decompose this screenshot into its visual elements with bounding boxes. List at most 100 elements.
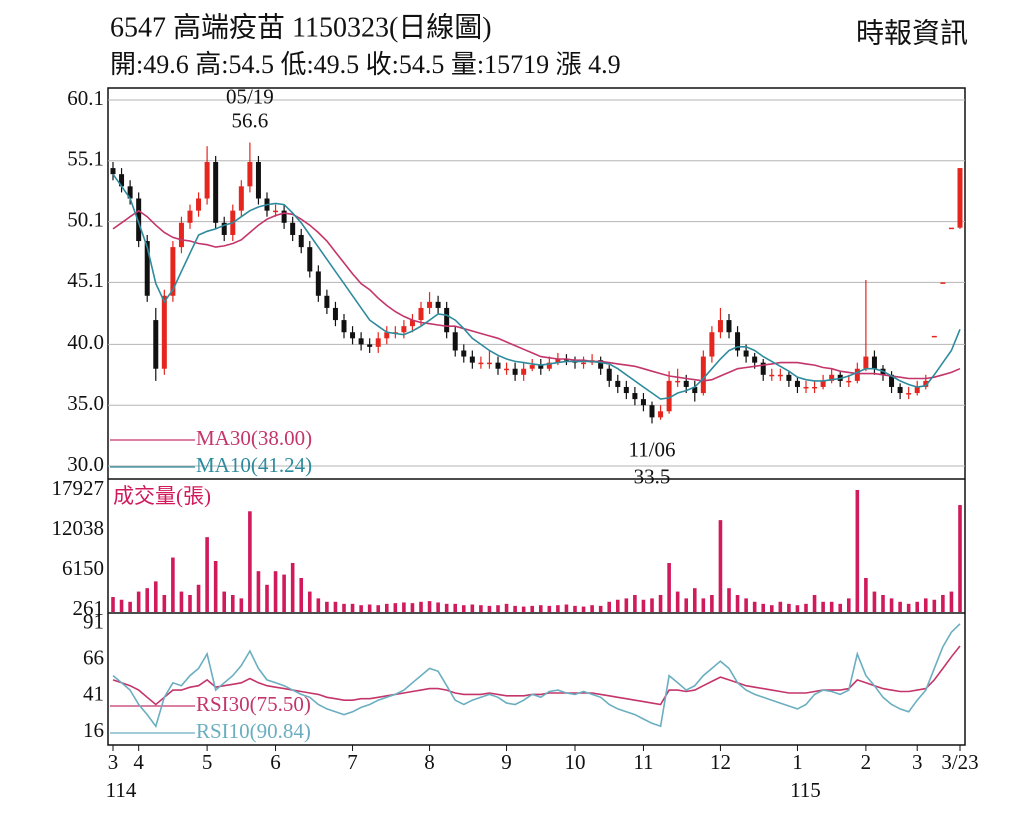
bar <box>941 594 945 612</box>
x-tick-label: 12 <box>710 750 731 774</box>
bar <box>573 605 577 612</box>
candle-body <box>332 307 338 321</box>
candle-body <box>358 338 364 345</box>
y-tick-label: 55.1 <box>67 147 104 171</box>
bar <box>119 599 124 612</box>
y-tick-label: 50.1 <box>67 207 104 231</box>
candle-body <box>221 222 227 235</box>
candle-body <box>632 393 638 400</box>
candle-body <box>581 362 587 365</box>
candle-body <box>401 326 407 333</box>
candle-body <box>606 368 612 381</box>
candle-body <box>153 320 159 369</box>
x-tick-label: 5 <box>202 750 213 774</box>
candle-body <box>504 368 510 371</box>
bar <box>787 603 791 612</box>
candle-body <box>803 386 809 389</box>
summary: 開:49.6 高:54.5 低:49.5 收:54.5 量:15719 漲 4.… <box>110 50 621 79</box>
candle-body <box>136 198 142 242</box>
bar <box>179 591 184 612</box>
candle-body <box>375 338 381 347</box>
bar <box>453 603 458 612</box>
candle-body <box>161 295 167 369</box>
candle-body <box>726 320 732 333</box>
candle-body <box>178 222 184 248</box>
candle-body <box>281 210 287 223</box>
candle-body <box>666 380 672 412</box>
candle-body <box>341 320 347 333</box>
candle-body <box>444 307 450 333</box>
candle-body <box>640 399 646 406</box>
bar <box>213 560 218 612</box>
panel-title: 成交量(張) <box>113 484 211 508</box>
candle-body <box>700 356 706 394</box>
x-year-label: 115 <box>790 778 821 802</box>
bar <box>427 601 432 612</box>
bar <box>872 591 877 612</box>
bar <box>838 603 843 612</box>
annotation-date: 05/19 <box>226 84 274 108</box>
candle-body <box>649 405 655 418</box>
bar <box>299 577 304 612</box>
bar <box>650 598 654 612</box>
bar <box>949 591 954 612</box>
candle-body <box>324 295 330 308</box>
bar <box>710 594 714 612</box>
bar <box>804 603 808 612</box>
legend-label: RSI30(75.50) <box>196 692 311 716</box>
bar <box>958 505 962 612</box>
bar <box>829 601 834 612</box>
bar <box>633 594 637 612</box>
bar <box>821 601 825 612</box>
candle-body <box>127 186 133 199</box>
bar <box>273 571 278 612</box>
bar <box>590 605 594 612</box>
bar <box>898 601 902 612</box>
x-tick-label: 8 <box>424 750 435 774</box>
bar <box>684 598 689 612</box>
candle-body <box>863 356 869 369</box>
line <box>112 209 961 382</box>
bar <box>350 603 355 612</box>
candle-body <box>948 227 954 230</box>
line <box>112 623 961 728</box>
y-tick-label: 35.0 <box>67 391 104 415</box>
bar <box>342 603 346 612</box>
bar <box>316 598 321 612</box>
y-tick-label: 30.0 <box>67 452 104 476</box>
bar <box>470 604 475 612</box>
bar <box>795 605 800 612</box>
bar <box>615 599 620 612</box>
candle-body <box>204 162 210 199</box>
candle-body <box>452 332 458 351</box>
annotation-value: 56.6 <box>232 108 269 132</box>
bar <box>915 601 920 612</box>
candle-body <box>435 301 441 308</box>
bar <box>923 598 928 612</box>
legend-label: MA30(38.00) <box>196 426 312 450</box>
candle-body <box>717 320 723 333</box>
candle-body <box>384 332 390 339</box>
bar <box>624 598 629 612</box>
candle-body <box>255 162 261 199</box>
bar <box>761 603 766 612</box>
x-tick-label: 3 <box>912 750 923 774</box>
y-tick-label: 12038 <box>52 516 105 540</box>
candle-body <box>478 362 484 365</box>
bar <box>846 598 851 612</box>
chart-title: 6547 高端疫苗 1150323(日線圖) <box>110 11 492 43</box>
bar <box>496 605 500 612</box>
candle-body <box>940 282 946 284</box>
candle-body <box>315 271 321 296</box>
bar <box>855 490 860 612</box>
x-tick-label: 10 <box>565 750 586 774</box>
candle-body <box>247 162 253 187</box>
bar <box>530 605 535 612</box>
bar <box>641 599 646 612</box>
candle-body <box>735 332 741 351</box>
bar <box>881 594 885 612</box>
bar <box>384 603 389 612</box>
source: 時報資訊 <box>856 17 968 49</box>
